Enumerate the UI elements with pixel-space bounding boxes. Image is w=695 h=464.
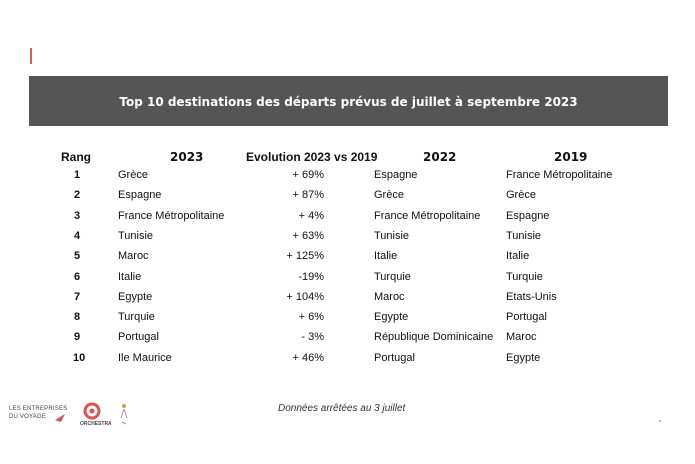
destination-2022-cell: France Métropolitaine bbox=[374, 209, 481, 222]
page-title: Top 10 destinations des départs prévus d… bbox=[119, 95, 578, 109]
destination-2019-cell: Grèce bbox=[506, 189, 536, 202]
destination-2023-cell: Portugal bbox=[118, 331, 159, 344]
red-margin-mark bbox=[30, 48, 32, 64]
destination-2023-cell: Turquie bbox=[118, 311, 155, 324]
rank-cell: 8 bbox=[73, 311, 81, 324]
destination-2022-cell: Portugal bbox=[374, 351, 415, 364]
table-row: 6 Italie -19% Turquie Turquie bbox=[0, 271, 695, 291]
destination-2022-cell: Grèce bbox=[374, 189, 404, 202]
destination-2022-cell: Egypte bbox=[374, 311, 409, 324]
destination-2019-cell: Turquie bbox=[506, 270, 543, 283]
destination-2019-cell: Maroc bbox=[506, 331, 537, 344]
destination-2023-cell: Espagne bbox=[118, 189, 162, 202]
orchestra-logo: ORCHESTRA bbox=[80, 401, 114, 431]
evolution-cell: + 6% bbox=[298, 311, 324, 324]
destination-2022-cell: Maroc bbox=[374, 290, 405, 303]
destination-2023-cell: France Métropolitaine bbox=[118, 209, 225, 222]
rank-cell: 10 bbox=[73, 351, 86, 364]
evolution-cell: - 3% bbox=[301, 331, 324, 344]
destination-2023-cell: Egypte bbox=[118, 290, 153, 303]
destination-2022-cell: Tunisie bbox=[374, 229, 410, 242]
destination-2023-cell: Tunisie bbox=[118, 229, 154, 242]
evolution-cell: + 46% bbox=[292, 351, 325, 364]
rank-cell: 2 bbox=[73, 189, 81, 202]
destination-2019-cell: Italie bbox=[506, 250, 530, 263]
table-row: 4 Tunisie + 63% Tunisie Tunisie bbox=[0, 230, 695, 250]
destination-2022-cell: République Dominicaine bbox=[374, 331, 494, 344]
airplane-icon bbox=[55, 414, 65, 422]
logo-text-line2: DU VOYAGE bbox=[9, 414, 47, 420]
evolution-cell: -19% bbox=[298, 270, 324, 283]
destination-2019-cell: Egypte bbox=[506, 351, 541, 364]
evolution-cell: + 87% bbox=[292, 189, 325, 202]
destination-2023-cell: Italie bbox=[118, 270, 142, 283]
logo-text-line1: LES ENTREPRISES bbox=[9, 406, 68, 412]
rank-cell: 6 bbox=[73, 270, 81, 283]
table-row: 1 Grèce + 69% Espagne France Métropolitaine bbox=[0, 169, 695, 189]
header-rank: Rang bbox=[61, 150, 91, 164]
title-banner: Top 10 destinations des départs prévus d… bbox=[29, 76, 668, 126]
table-row: 8 Turquie + 6% Egypte Portugal bbox=[0, 311, 695, 331]
rank-cell: 4 bbox=[73, 229, 81, 242]
decorative-logo bbox=[116, 400, 134, 428]
rank-cell: 5 bbox=[73, 250, 81, 263]
destination-2022-cell: Espagne bbox=[374, 169, 418, 181]
destination-2023-cell: Maroc bbox=[118, 250, 149, 263]
evolution-cell: + 104% bbox=[286, 290, 324, 303]
table-row: 2 Espagne + 87% Grèce Grèce bbox=[0, 189, 695, 209]
destination-2019-cell: Espagne bbox=[506, 209, 550, 222]
header-2019: 2019 bbox=[554, 150, 588, 164]
evolution-cell: + 125% bbox=[286, 250, 324, 263]
evolution-cell: + 69% bbox=[292, 169, 325, 181]
evolution-cell: + 63% bbox=[292, 229, 325, 242]
orchestra-logo-text: ORCHESTRA bbox=[80, 421, 112, 427]
table-row: 7 Egypte + 104% Maroc Etats-Unis bbox=[0, 291, 695, 311]
destination-2022-cell: Turquie bbox=[374, 270, 411, 283]
destination-2023-cell: Grèce bbox=[118, 169, 148, 181]
header-2023: 2023 bbox=[170, 150, 204, 164]
entreprises-du-voyage-logo: LES ENTREPRISES DU VOYAGE bbox=[9, 405, 69, 429]
evolution-cell: + 4% bbox=[298, 209, 324, 222]
table-row: 10 Ile Maurice + 46% Portugal Egypte bbox=[0, 352, 695, 372]
rank-cell: 7 bbox=[73, 290, 81, 303]
table-row: 9 Portugal - 3% République Dominicaine Maroc bbox=[0, 331, 695, 351]
destination-2019-cell: France Métropolitaine bbox=[506, 169, 613, 181]
table-row: 5 Maroc + 125% Italie Italie bbox=[0, 250, 695, 270]
destination-2019-cell: Portugal bbox=[506, 311, 547, 324]
figure-icon bbox=[120, 404, 128, 425]
rank-cell: 1 bbox=[73, 169, 81, 181]
destination-2019-cell: Tunisie bbox=[506, 229, 542, 242]
data-cutoff-note: Données arrêtées au 3 juillet bbox=[278, 403, 406, 414]
destination-2023-cell: Ile Maurice bbox=[118, 351, 172, 364]
rank-cell: 3 bbox=[73, 209, 81, 222]
rank-cell: 9 bbox=[73, 331, 81, 344]
header-2022: 2022 bbox=[423, 150, 457, 164]
header-evolution: Evolution 2023 vs 2019 bbox=[246, 150, 378, 164]
destination-2019-cell: Etats-Unis bbox=[506, 290, 557, 303]
orchestra-swirl-icon bbox=[83, 402, 101, 420]
table-row: 3 France Métropolitaine + 4% France Métropo… bbox=[0, 210, 695, 230]
corner-dot bbox=[659, 420, 661, 422]
destination-2022-cell: Italie bbox=[374, 250, 398, 263]
